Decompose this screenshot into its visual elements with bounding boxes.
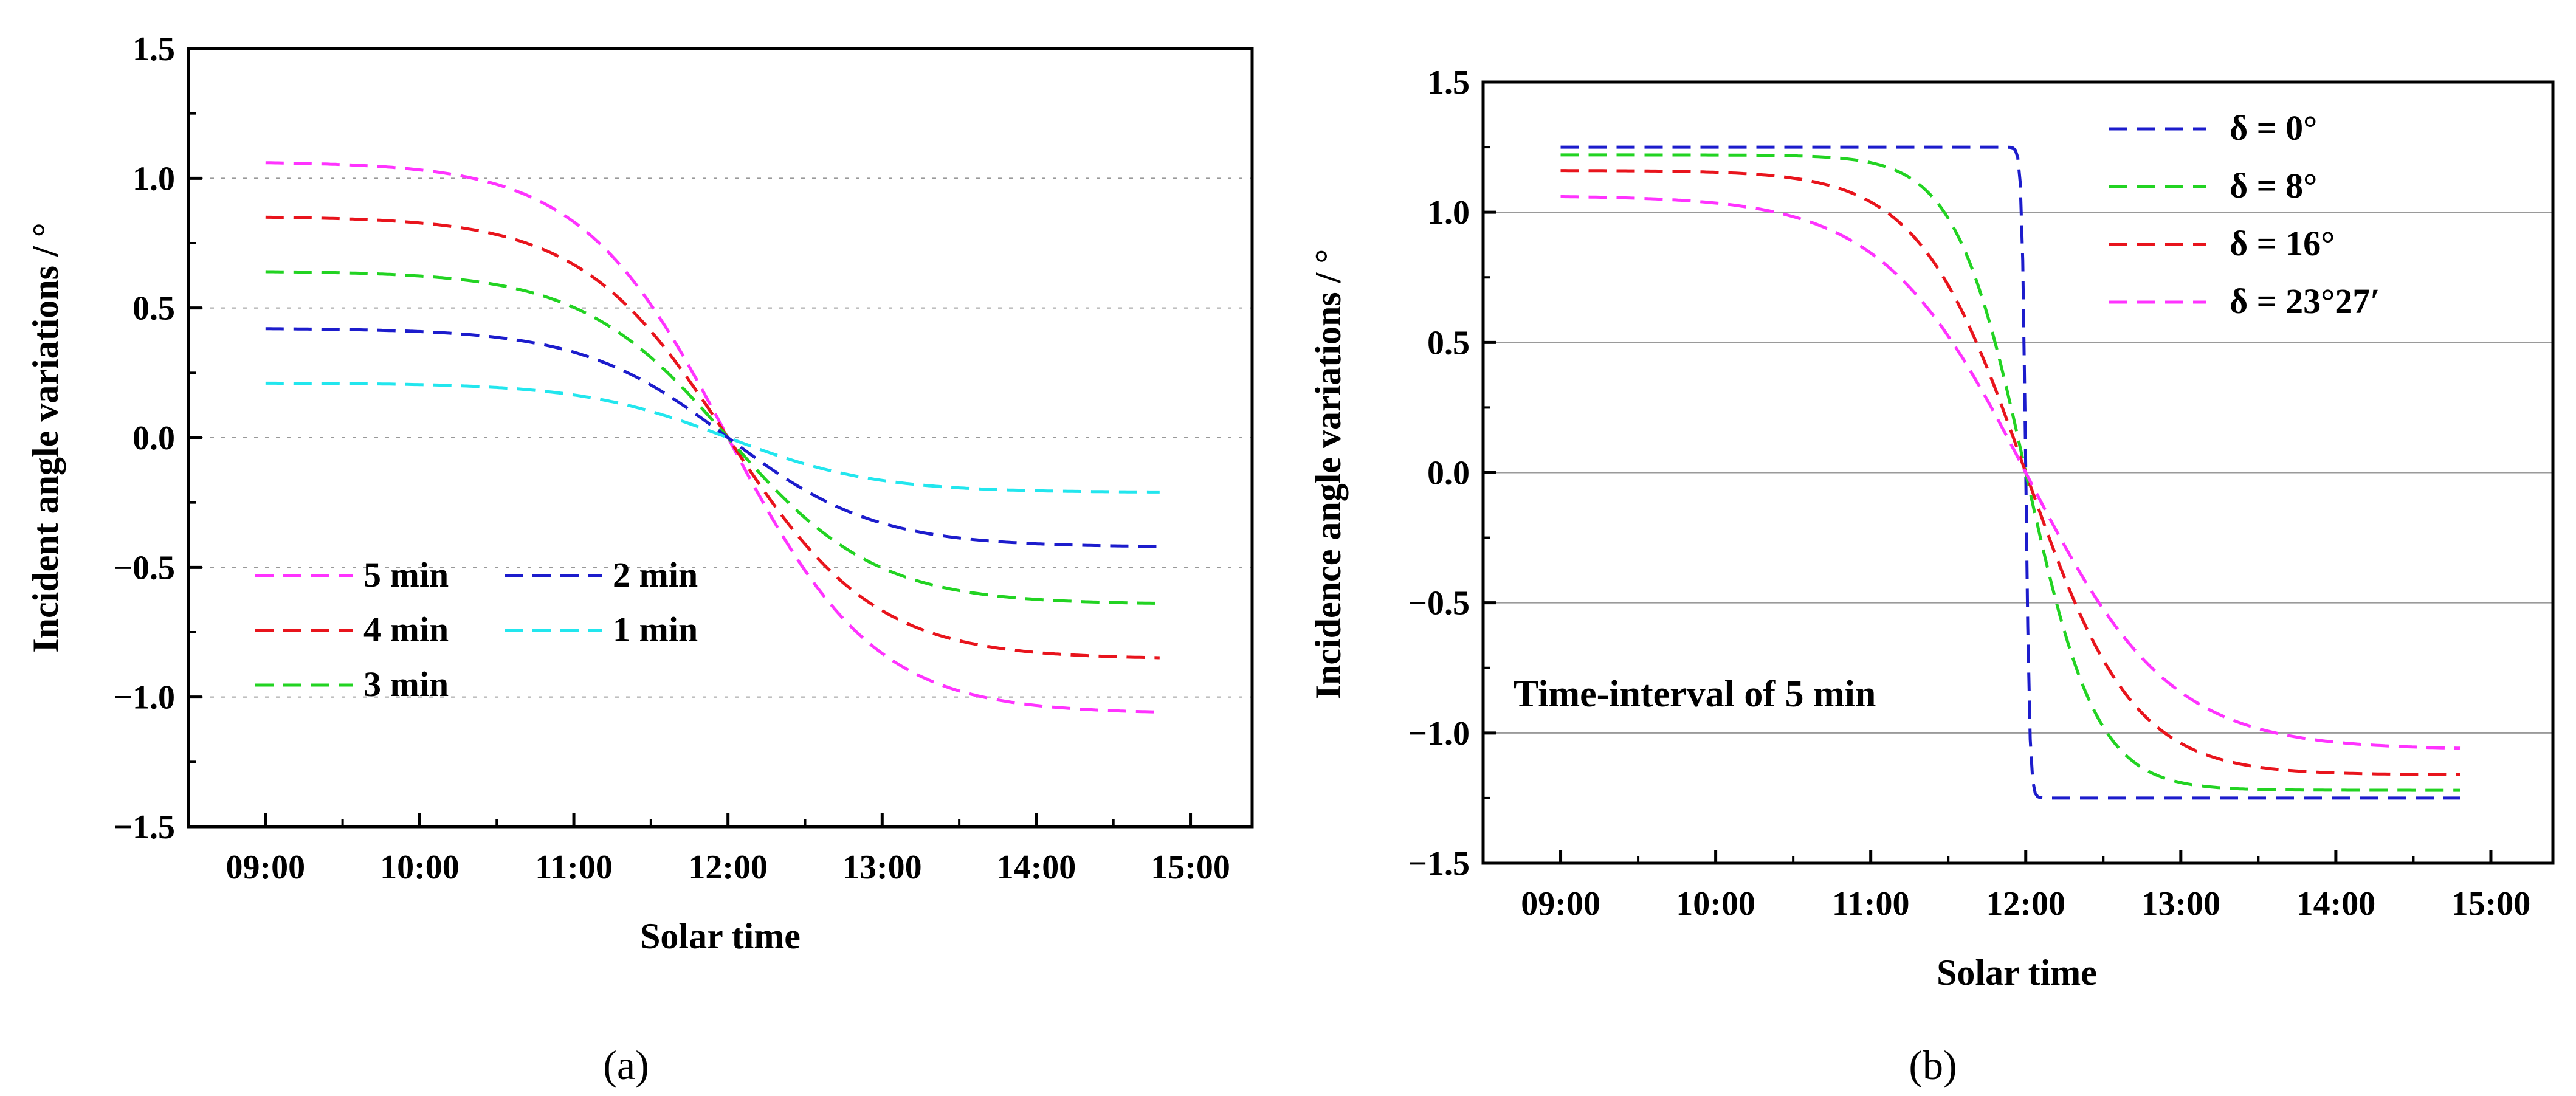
- panel-b-y-tick-label: 1.0: [1427, 194, 1470, 232]
- panel-a-series-line-3: [265, 270, 1160, 605]
- panel-a-x-tick-label: 11:00: [535, 849, 613, 886]
- panel-b-x-tick-label: 13:00: [2141, 885, 2220, 923]
- panel-b-legend-label: δ = 0°: [2230, 108, 2317, 148]
- panel-a-y-label: Incident angle variations / °: [26, 222, 66, 652]
- panel-a-label: (a): [603, 1042, 649, 1088]
- panel-a-legend-label: 4 min: [363, 610, 449, 649]
- panel-b-x-tick-label: 14:00: [2296, 885, 2376, 923]
- panel-a-x-tick-label: 09:00: [226, 849, 305, 886]
- panel-a-legend-label: 2 min: [613, 555, 698, 595]
- panel-a-x-tick-label: 10:00: [380, 849, 460, 886]
- panel-a-y-tick-label: −0.5: [113, 549, 175, 587]
- panel-b-x-tick-label: 11:00: [1832, 885, 1910, 923]
- panel-b-y-tick-label: −1.5: [1408, 845, 1470, 883]
- panel-b-legend-label: δ = 8°: [2230, 166, 2317, 205]
- panel-b-series-line-4: [1560, 195, 2461, 750]
- panel-b-series-line-1: [1560, 145, 2460, 800]
- panel-a-y-tick-label: −1.5: [113, 808, 175, 846]
- panel-b-x-label: Solar time: [1937, 953, 2097, 993]
- panel-a-legend-label: 3 min: [363, 664, 449, 704]
- panel-b-series-line-3: [1560, 169, 2460, 776]
- panel-a-x-tick-label: 15:00: [1151, 849, 1230, 886]
- panel-a-series-line-1: [265, 161, 1160, 714]
- panel-b: −1.5 −1.0 −0.5 0.0 0.5 1.0 1.5 09:00 10:00 11:00 1…: [1308, 64, 2555, 1088]
- panel-a-y-tick-label: −1.0: [113, 679, 175, 717]
- panel-b-annotation: Time-interval of 5 min: [1514, 674, 1876, 715]
- panel-b-y-tick-label: −0.5: [1408, 585, 1470, 622]
- panel-b-y-tick-label: 0.0: [1427, 455, 1470, 492]
- panel-a: −1.5 −1.0 −0.5 0.0 0.5 1.0 1.5 09:00 10:00 11:00 1…: [26, 30, 1254, 1088]
- panel-a-y-tick-label: 1.0: [133, 160, 175, 198]
- panel-a-x-tick-label: 12:00: [688, 849, 768, 886]
- panel-a-y-tick-label: 1.5: [133, 30, 175, 68]
- panel-a-x-tick-label: 14:00: [997, 849, 1076, 886]
- panel-a-x-label: Solar time: [640, 916, 801, 956]
- panel-b-y-label: Incidence angle variations / °: [1308, 249, 1348, 700]
- panel-b-y-tick-label: −1.0: [1408, 715, 1470, 753]
- panel-b-x-tick-label: 15:00: [2451, 885, 2531, 923]
- panel-b-y-tick-label: 0.5: [1427, 324, 1470, 362]
- panel-b-legend-label: δ = 16°: [2230, 224, 2335, 263]
- panel-b-legend-label: δ = 23°27′: [2230, 281, 2380, 321]
- panel-b-x-tick-label: 12:00: [1986, 885, 2065, 923]
- panel-a-y-tick-label: 0.5: [133, 290, 175, 328]
- panel-a-series-line-4: [265, 327, 1160, 548]
- panel-b-label: (b): [1909, 1042, 1957, 1088]
- panel-b-x-tick-label: 09:00: [1521, 885, 1600, 923]
- panel-a-y-tick-label: 0.0: [133, 419, 175, 457]
- panel-a-x-tick-label: 13:00: [842, 849, 922, 886]
- panel-b-series-line-2: [1560, 153, 2460, 792]
- panel-a-series-line-5: [265, 381, 1160, 494]
- panel-a-legend-label: 1 min: [613, 610, 698, 649]
- panel-b-x-tick-label: 10:00: [1676, 885, 1755, 923]
- panel-a-legend-label: 5 min: [363, 555, 449, 595]
- panel-b-y-tick-label: 1.5: [1427, 64, 1470, 102]
- panel-a-series-line-2: [265, 215, 1160, 660]
